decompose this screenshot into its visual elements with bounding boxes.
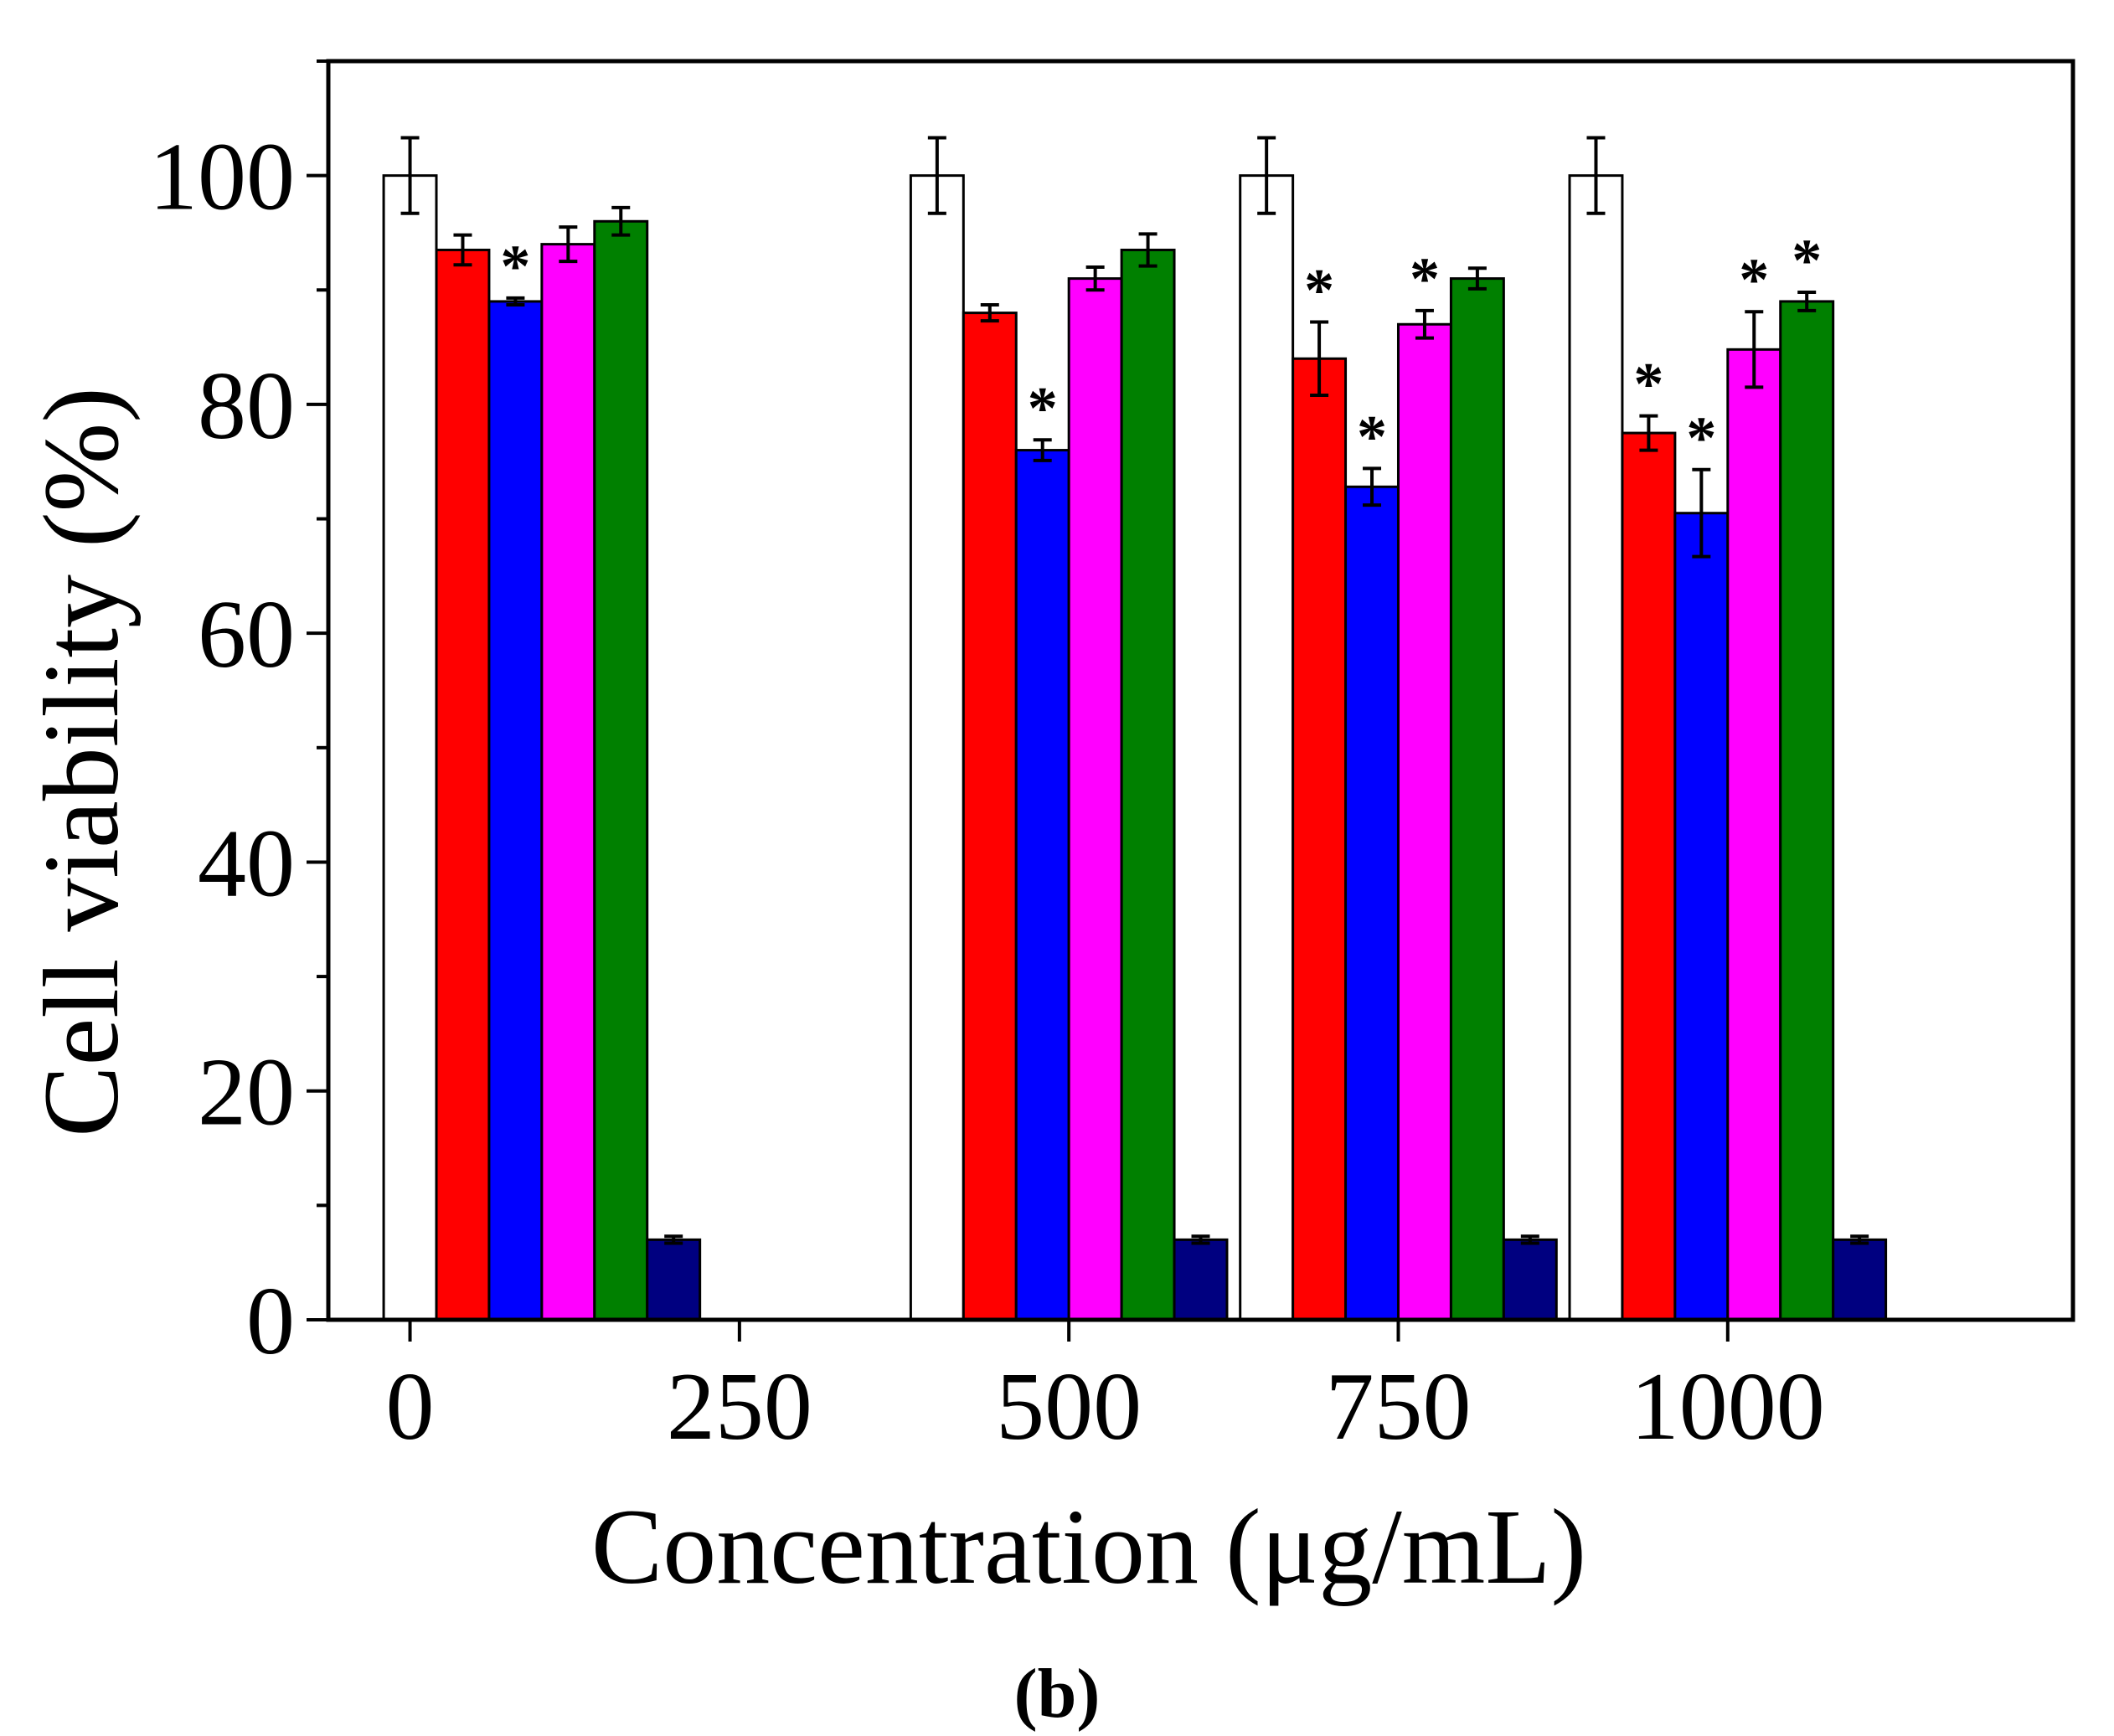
bar-series-2-1000 — [1621, 431, 1677, 1321]
bar-series-5-500 — [1120, 248, 1176, 1321]
bar-series-3-0 — [487, 300, 544, 1321]
bar-series-6-1000 — [1832, 1238, 1888, 1321]
y-axis-title: Cell viability (%) — [22, 387, 141, 1137]
plot-frame — [326, 59, 2075, 1322]
y-axis: 0 20 40 60 80 100 — [149, 59, 328, 1375]
significance-mark-series-5-1000: * — [1792, 227, 1822, 294]
bar-series-1-500 — [909, 174, 965, 1321]
y-tick-label: 20 — [198, 1039, 295, 1146]
bar-series-2-0 — [435, 248, 491, 1321]
significance-mark-series-3-500: * — [1028, 374, 1058, 441]
x-tick-label: 0 — [386, 1353, 435, 1460]
significance-mark-series-2-750: * — [1304, 257, 1334, 324]
x-tick-label: 500 — [996, 1353, 1142, 1460]
bar-series-6-500 — [1173, 1238, 1229, 1321]
bar-series-2-500 — [962, 312, 1018, 1321]
significance-mark-series-3-0: * — [500, 233, 530, 300]
significance-mark-series-3-1000: * — [1686, 404, 1716, 471]
bar-series-4-500 — [1067, 277, 1123, 1321]
bar-series-5-750 — [1449, 277, 1505, 1321]
bar-series-6-0 — [646, 1238, 702, 1321]
bar-series-4-1000 — [1726, 348, 1782, 1321]
bar-series-4-750 — [1396, 322, 1452, 1321]
bar-series-3-500 — [1014, 449, 1070, 1321]
y-tick-label: 40 — [198, 810, 295, 917]
bar-series-1-750 — [1239, 174, 1295, 1321]
panel-label: (b) — [1014, 1655, 1101, 1733]
y-tick-label: 60 — [198, 581, 295, 688]
y-tick-label: 0 — [246, 1268, 295, 1375]
x-axis: 0 250 500 750 1000 — [386, 1320, 1825, 1460]
significance-mark-series-4-1000: * — [1739, 246, 1769, 313]
bar-series-6-750 — [1502, 1238, 1558, 1321]
bars-layer: * * * * * * * * * — [382, 136, 1888, 1321]
bar-series-5-1000 — [1779, 300, 1835, 1321]
bar-series-1-1000 — [1568, 174, 1624, 1321]
bar-series-5-0 — [593, 219, 649, 1321]
y-tick-label: 80 — [198, 353, 295, 460]
bar-series-2-750 — [1292, 357, 1348, 1321]
bar-series-3-1000 — [1673, 512, 1730, 1321]
significance-mark-series-4-750: * — [1410, 245, 1440, 312]
y-tick-label: 100 — [149, 124, 295, 231]
x-axis-title: Concentration (μg/mL) — [591, 1487, 1586, 1606]
x-tick-label: 750 — [1325, 1353, 1471, 1460]
bar-series-1-0 — [382, 174, 438, 1321]
bar-series-4-0 — [540, 243, 596, 1321]
bar-series-3-750 — [1344, 485, 1400, 1321]
x-tick-label: 1000 — [1631, 1353, 1825, 1460]
x-tick-label: 250 — [667, 1353, 812, 1460]
significance-mark-series-2-1000: * — [1633, 351, 1663, 418]
significance-mark-series-3-750: * — [1357, 403, 1387, 470]
